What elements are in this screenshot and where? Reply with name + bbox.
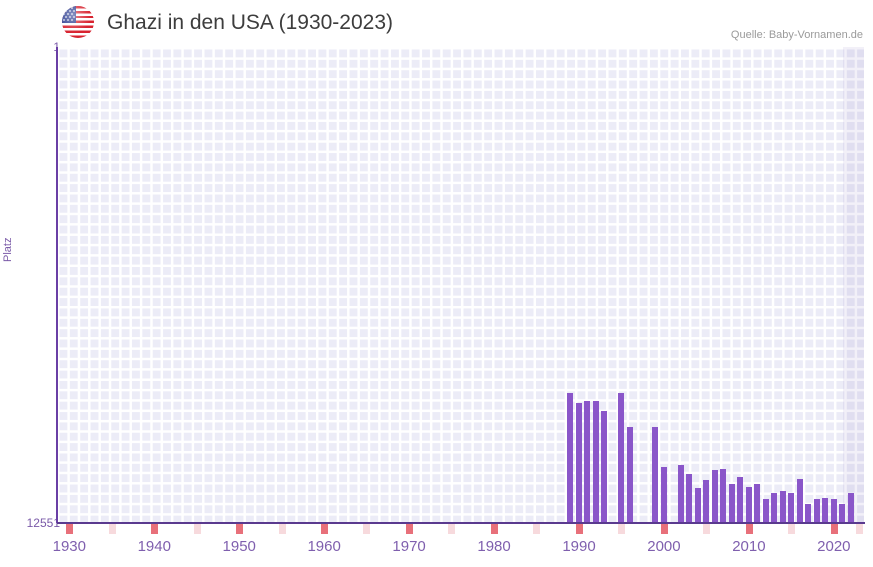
x-axis-tick <box>788 524 796 534</box>
bar <box>703 480 710 523</box>
x-axis-tick-label: 1940 <box>137 538 171 555</box>
bar <box>677 465 684 523</box>
x-axis-tick <box>405 524 413 534</box>
bar <box>728 484 735 523</box>
bar <box>771 492 778 523</box>
x-axis-tick <box>108 524 116 534</box>
bar <box>805 504 812 523</box>
x-axis-tick-label: 2020 <box>817 538 851 555</box>
x-axis-tick-label: 1970 <box>392 538 426 555</box>
bar <box>575 403 582 523</box>
bar <box>567 392 574 523</box>
x-axis-tick <box>193 524 201 534</box>
x-axis-tick <box>660 524 668 534</box>
x-axis-tick <box>448 524 456 534</box>
y-axis-tick-bottom: 12551 <box>26 516 60 530</box>
x-axis-tick-label: 2010 <box>732 538 766 555</box>
us-flag-icon <box>62 6 94 38</box>
bar <box>813 499 820 523</box>
bar <box>584 400 591 523</box>
x-axis-ticks <box>57 524 865 534</box>
x-axis-tick <box>703 524 711 534</box>
x-axis-labels: 1930 1940 1950 1960 1970 1980 1990 2000 2010 2020 <box>0 538 873 560</box>
x-axis-tick-label: 1980 <box>477 538 511 555</box>
bar <box>847 492 854 523</box>
x-axis-tick-label: 1950 <box>222 538 256 555</box>
x-axis-tick <box>830 524 838 534</box>
x-axis-tick <box>533 524 541 534</box>
forecast-shading <box>842 47 864 523</box>
page-title: Ghazi in den USA (1930-2023) <box>107 10 394 34</box>
bar <box>592 400 599 523</box>
bar <box>839 504 846 523</box>
x-axis-tick <box>278 524 286 534</box>
y-axis-title: Platz <box>2 237 14 262</box>
bar <box>660 467 667 523</box>
bar <box>720 469 727 523</box>
bar <box>694 488 701 523</box>
x-axis-tick <box>745 524 753 534</box>
bar <box>618 392 625 523</box>
bar <box>626 427 633 523</box>
x-axis-tick <box>856 524 864 534</box>
x-axis-tick-label: 2000 <box>647 538 681 555</box>
x-axis-tick <box>236 524 244 534</box>
y-axis-line <box>56 47 58 523</box>
plot-gridlines <box>57 47 864 523</box>
x-axis-tick <box>490 524 498 534</box>
bar <box>779 490 786 523</box>
plot-area <box>57 47 864 523</box>
x-axis-tick <box>618 524 626 534</box>
x-axis-tick-label: 1990 <box>562 538 596 555</box>
bar <box>822 498 829 523</box>
bar <box>830 499 837 523</box>
x-axis-tick-label: 1930 <box>52 538 86 555</box>
x-axis-tick <box>363 524 371 534</box>
x-axis-tick <box>151 524 159 534</box>
bar <box>796 479 803 523</box>
bar <box>652 427 659 523</box>
x-axis-tick <box>66 524 74 534</box>
bar <box>686 474 693 523</box>
bar <box>788 492 795 523</box>
bar <box>745 487 752 523</box>
bar <box>711 470 718 523</box>
x-axis-tick <box>575 524 583 534</box>
bar <box>601 410 608 523</box>
chart-header: Ghazi in den USA (1930-2023) <box>62 6 393 38</box>
bar-series <box>57 47 864 523</box>
bar <box>754 484 761 523</box>
x-axis-line <box>57 522 865 524</box>
bar <box>737 476 744 523</box>
source-attribution: Quelle: Baby-Vornamen.de <box>730 29 863 41</box>
x-axis-tick <box>321 524 329 534</box>
bar <box>762 499 769 523</box>
x-axis-tick-label: 1960 <box>307 538 341 555</box>
